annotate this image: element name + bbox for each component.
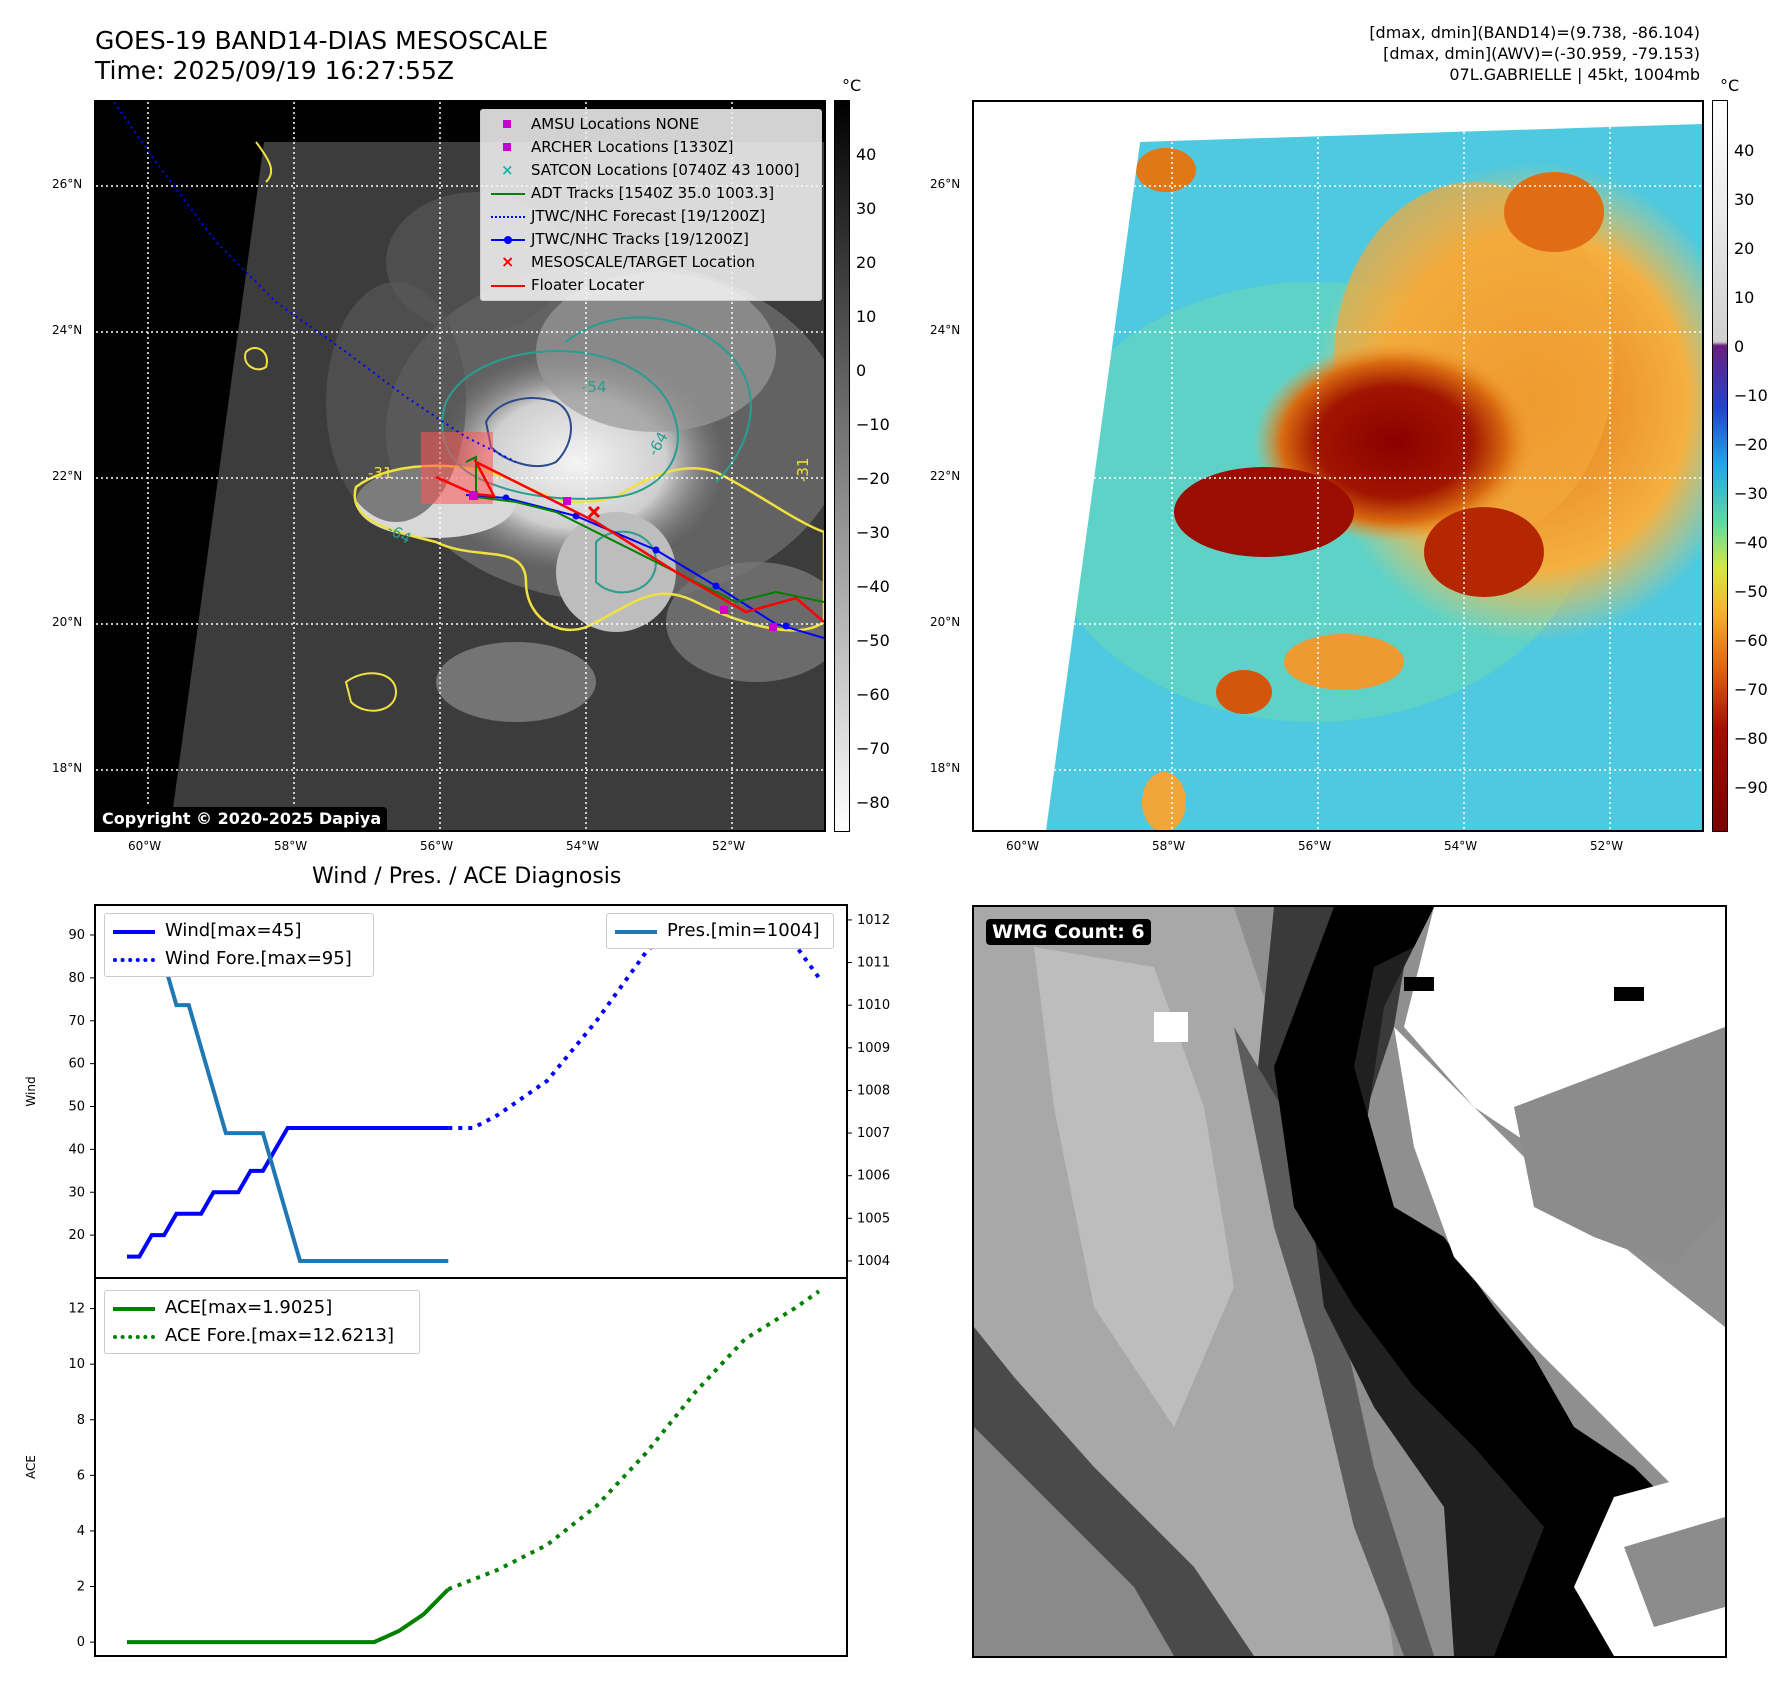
pressure-legend: Pres.[min=1004]: [606, 913, 834, 949]
pressure-y-tick: 1004: [857, 1254, 890, 1269]
wind-y-tick: 30: [68, 1185, 85, 1200]
legend-pressure: Pres.[min=1004]: [667, 920, 820, 941]
wind-y-tick: 20: [68, 1228, 85, 1243]
wind-y-tick: 60: [68, 1057, 85, 1072]
band14-satellite-image: -54 -64 -31 -64 -31: [96, 102, 824, 830]
adt-track: [465, 455, 824, 604]
awv-colorbar: [1712, 100, 1728, 832]
band14-colorbar: [834, 100, 850, 832]
wind-legend: Wind[max=45] Wind Fore.[max=95]: [104, 913, 374, 977]
wind-y-tick: 40: [68, 1142, 85, 1157]
figure-title: GOES-19 BAND14-DIAS MESOSCALE: [95, 26, 549, 55]
ace-forecast-line: [447, 1289, 821, 1592]
wind-y-tick: 80: [68, 971, 85, 986]
ace-plot-frame: [94, 1277, 848, 1657]
wind-forecast-line: [448, 920, 821, 1130]
pressure-y-tick: 1010: [857, 998, 890, 1013]
pressure-y-tick: 1007: [857, 1126, 890, 1141]
ace-axis-label: ACE: [24, 1455, 38, 1479]
wind-line: [127, 1125, 449, 1259]
pressure-y-tick: 1011: [857, 956, 890, 971]
wmg-panel: WMG Count: 6: [972, 905, 1727, 1658]
info-awv: [dmax, dmin](AWV)=(-30.959, -79.153): [1383, 44, 1700, 63]
pressure-y-tick: 1006: [857, 1169, 890, 1184]
band14-map-legend: AMSU Locations NONE ARCHER Locations [13…: [480, 109, 822, 301]
wind-y-tick: 90: [68, 928, 85, 943]
diagnosis-chart: 9080706050403020101210111010100910081007…: [24, 904, 890, 1657]
awv-satellite-image: [974, 102, 1702, 830]
floater-box: [421, 432, 493, 504]
awv-map-panel: [972, 100, 1704, 832]
band14-map-panel: -54 -64 -31 -64 -31 AMSU Locations NONE …: [94, 100, 826, 832]
legend-ace-fore: ACE Fore.[max=12.6213]: [165, 1325, 394, 1346]
wind-y-tick: 70: [68, 1014, 85, 1029]
ace-y-tick: 6: [77, 1468, 85, 1483]
wind-y-tick: 50: [68, 1100, 85, 1115]
contour-label-5: -31: [794, 458, 812, 483]
ace-legend: ACE[max=1.9025] ACE Fore.[max=12.6213]: [104, 1290, 420, 1354]
pressure-y-tick: 1009: [857, 1041, 890, 1056]
info-band14: [dmax, dmin](BAND14)=(9.738, -86.104): [1369, 23, 1700, 42]
ace-line: [127, 1587, 450, 1645]
ace-y-tick: 0: [77, 1635, 85, 1650]
info-storm: 07L.GABRIELLE | 45kt, 1004mb: [1449, 65, 1700, 84]
forecast-track: [113, 102, 517, 463]
ace-y-tick: 12: [68, 1302, 85, 1317]
pressure-y-tick: 1012: [857, 913, 890, 928]
pressure-y-tick: 1008: [857, 1083, 890, 1098]
ace-y-tick: 8: [77, 1413, 85, 1428]
copyright-badge: Copyright © 2020-2025 Dapiya: [96, 807, 388, 830]
diagnosis-title: Wind / Pres. / ACE Diagnosis: [312, 864, 622, 889]
target-marker: [587, 505, 601, 519]
figure-time: Time: 2025/09/19 16:27:55Z: [95, 56, 454, 85]
band14-colorbar-unit: °C: [842, 76, 862, 95]
pressure-line: [127, 917, 449, 1263]
legend-wind: Wind[max=45]: [165, 920, 302, 941]
figure-info: [dmax, dmin](BAND14)=(9.738, -86.104) [d…: [1369, 22, 1700, 85]
ace-y-tick: 10: [68, 1357, 85, 1372]
ace-y-tick: 4: [77, 1524, 85, 1539]
legend-wind-fore: Wind Fore.[max=95]: [165, 948, 352, 969]
awv-colorbar-unit: °C: [1720, 76, 1740, 95]
ace-y-tick: 2: [77, 1580, 85, 1595]
contour-label-1: -54: [582, 378, 607, 396]
awv-gridlines: [974, 102, 1702, 830]
contour-label-3: -31: [368, 464, 393, 482]
wind-axis-label: Wind: [24, 1076, 38, 1106]
legend-ace: ACE[max=1.9025]: [165, 1297, 333, 1318]
floater-locater-track: [435, 459, 824, 623]
pressure-y-tick: 1005: [857, 1211, 890, 1226]
wmg-image: [974, 907, 1725, 1656]
wmg-count-badge: WMG Count: 6: [986, 919, 1151, 945]
